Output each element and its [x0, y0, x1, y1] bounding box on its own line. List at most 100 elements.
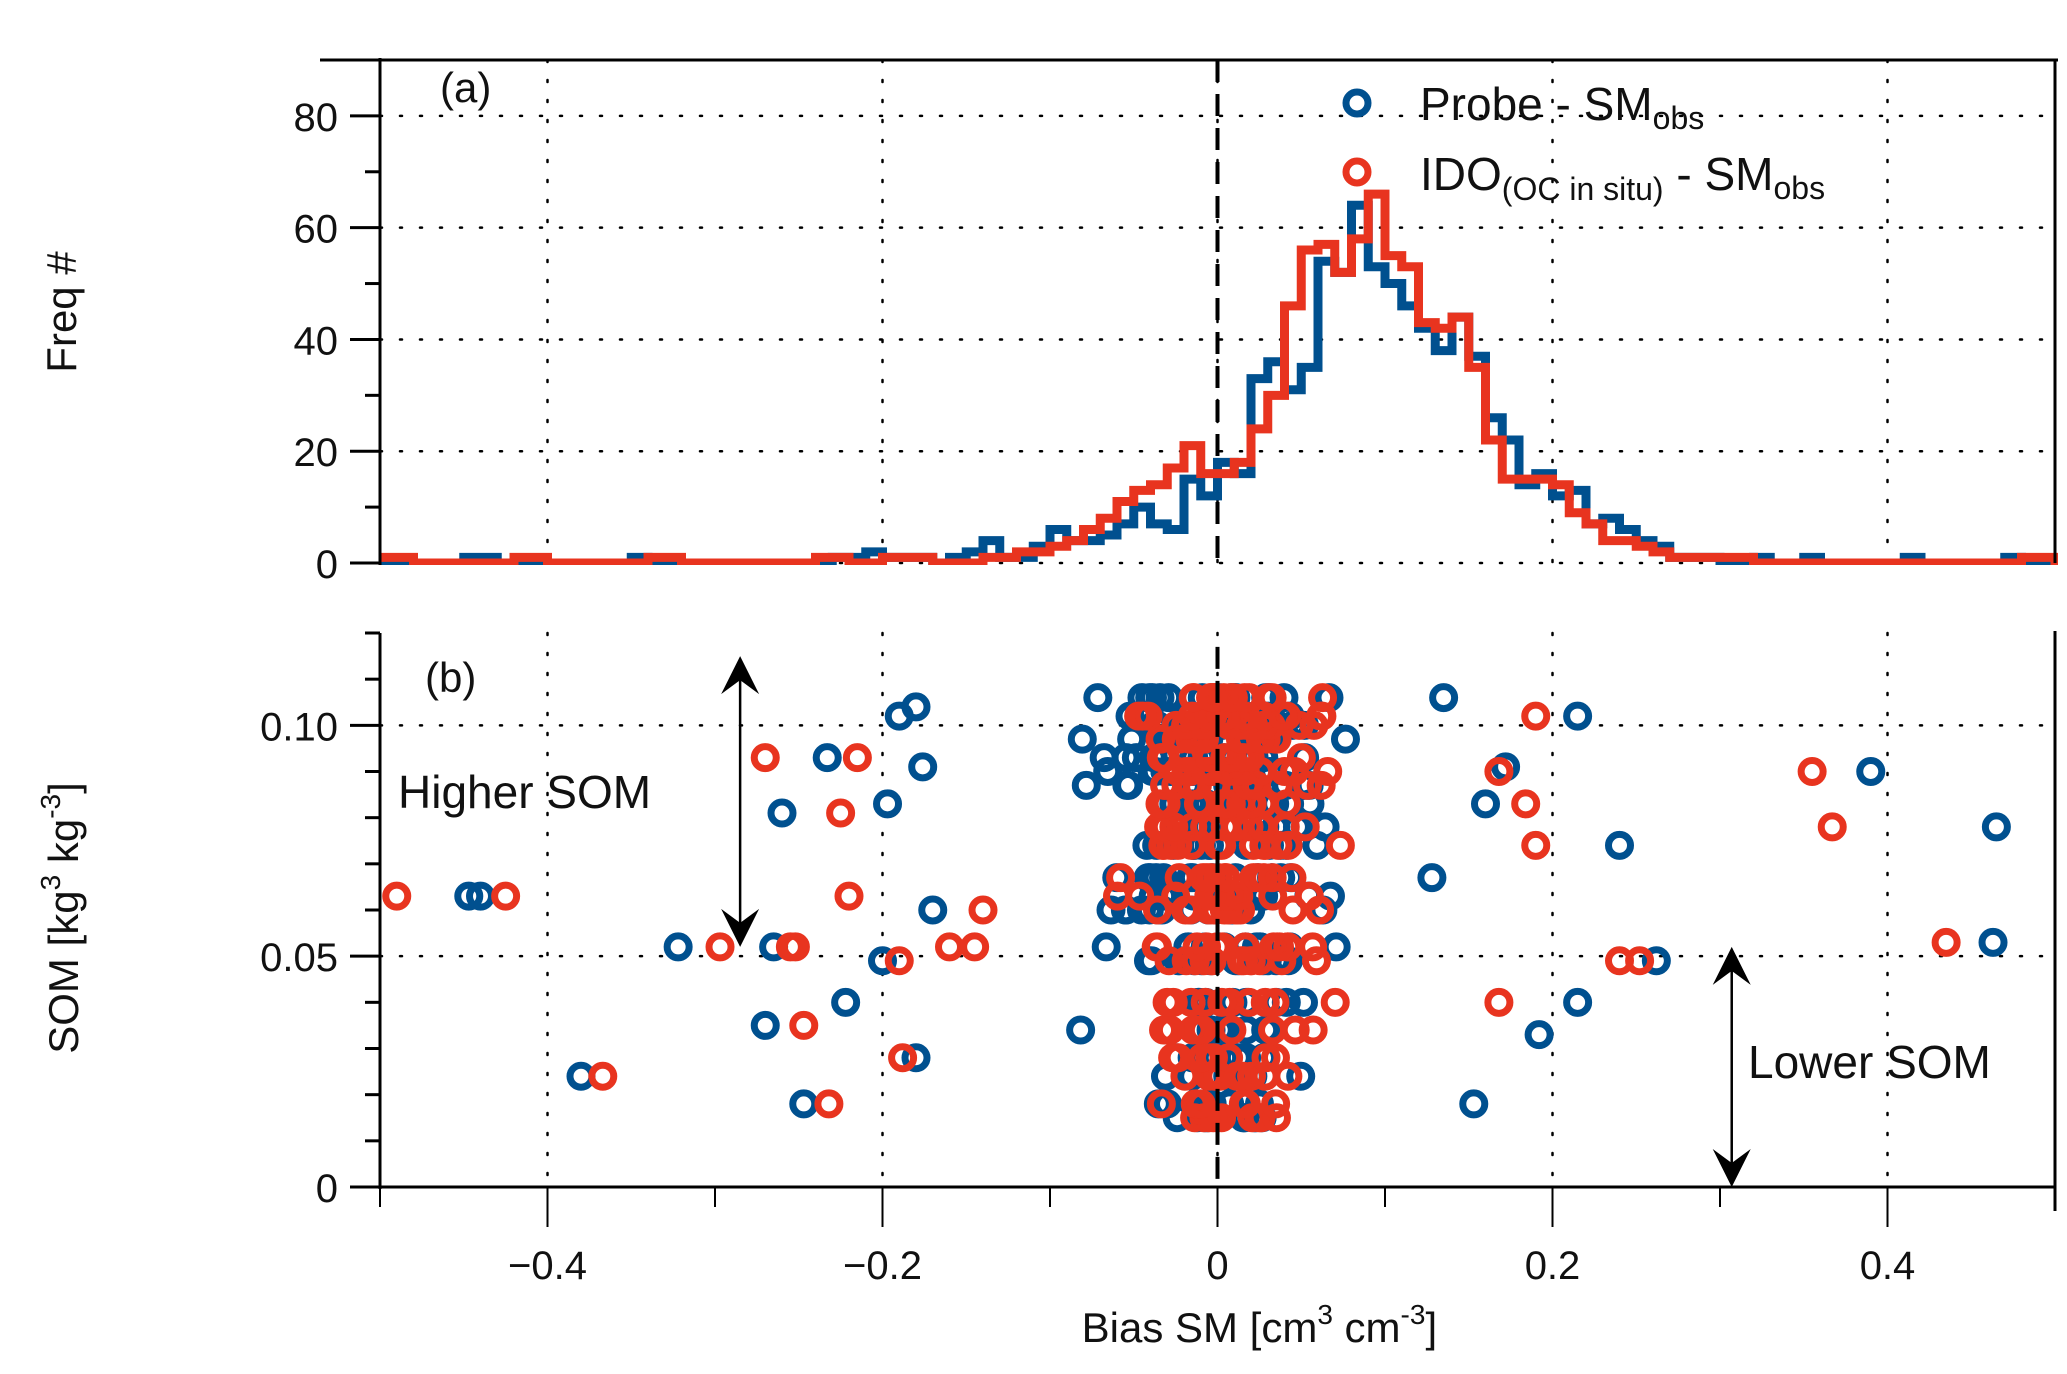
- scatter-point: [1306, 770, 1336, 800]
- scatter-point: [968, 895, 998, 925]
- y-axis-title-b: SOM [kg3 kg-3]: [35, 782, 87, 1054]
- scatter-point: [1261, 1089, 1291, 1119]
- scatter-point: [1931, 927, 1961, 957]
- scatter-point: [1152, 987, 1182, 1017]
- scatter-point: [1247, 812, 1277, 842]
- y-axis-title-a: Freq #: [38, 251, 85, 373]
- scatter-point: [1251, 1043, 1281, 1073]
- scatter-point: [1278, 895, 1308, 925]
- scatter-point: [1286, 1061, 1316, 1091]
- annotations: Higher SOM Lower SOM: [398, 656, 1991, 1187]
- higher-som-annotation: Higher SOM: [398, 656, 760, 947]
- scatter-point: [1981, 812, 2011, 842]
- scatter-point: [814, 1089, 844, 1119]
- scatter-point: [1459, 1089, 1489, 1119]
- scatter-point: [1260, 987, 1290, 1017]
- legend-marker-ido: [1342, 157, 1372, 187]
- scatter-point: [1112, 770, 1142, 800]
- y-tick-label: 80: [294, 96, 339, 140]
- scatter-point: [1186, 1089, 1216, 1119]
- scatter-point: [1117, 724, 1147, 754]
- scatter-point: [1625, 946, 1655, 976]
- scatter-point: [1198, 683, 1228, 713]
- scatter-point: [1145, 724, 1175, 754]
- scatter-point: [1260, 1043, 1290, 1073]
- histogram-series: [380, 189, 2058, 565]
- scatter-point: [1417, 863, 1447, 893]
- y-tick-label: 40: [294, 319, 339, 363]
- legend-label-ido: IDO(OC in situ) - SMobs: [1420, 148, 1825, 207]
- scatter-point: [1301, 946, 1331, 976]
- scatter-point: [1187, 1043, 1217, 1073]
- scatter-point: [750, 1010, 780, 1040]
- scatter-point: [1128, 701, 1158, 731]
- scatter-point: [888, 1043, 918, 1073]
- scatter-point: [1178, 812, 1208, 842]
- scatter-point: [1308, 683, 1338, 713]
- x-tick-label: 0.4: [1860, 1244, 1916, 1288]
- scatter-point: [1207, 987, 1237, 1017]
- scatter-point: [873, 789, 903, 819]
- scatter-series: [382, 683, 2011, 1133]
- arrow-head-down-icon: [721, 908, 760, 947]
- scatter-point: [1290, 812, 1320, 842]
- y-tick-label: 0.05: [260, 936, 338, 980]
- legend: Probe - SMobs IDO(OC in situ) - SMobs: [1342, 78, 1825, 207]
- scatter-point: [901, 692, 931, 722]
- x-tick-label: −0.2: [843, 1244, 922, 1288]
- scatter-point: [1511, 789, 1541, 819]
- scatter-point: [868, 946, 897, 976]
- scatter-point: [1484, 987, 1514, 1017]
- arrow-head-up-icon: [1712, 946, 1751, 985]
- x-tick-label: 0.2: [1525, 1244, 1581, 1288]
- scatter-point: [1298, 932, 1328, 962]
- annotation-text: Lower SOM: [1748, 1036, 1991, 1088]
- scatter-point: [1155, 1015, 1185, 1045]
- scatter-point: [1096, 895, 1126, 925]
- scatter-point: [1325, 830, 1355, 860]
- scatter-point: [1217, 1015, 1247, 1045]
- scatter-point: [1330, 724, 1360, 754]
- scatter-point: [1237, 1061, 1267, 1091]
- histogram-line-ido: [380, 189, 2058, 565]
- scatter-point: [750, 743, 780, 773]
- scatter-point: [1320, 987, 1350, 1017]
- scatter-point: [1093, 757, 1123, 786]
- scatter-point: [901, 1043, 931, 1073]
- panel-label-b: (b): [425, 654, 476, 701]
- x-axis-title: Bias SM [cm3 cm-3]: [1082, 1299, 1438, 1351]
- scatter-point: [1141, 932, 1171, 962]
- scatter-point: [1471, 789, 1500, 819]
- scatter-point: [1214, 1043, 1244, 1073]
- scatter-point: [1294, 881, 1324, 911]
- scatter-point: [789, 1089, 819, 1119]
- scatter-point: [1563, 987, 1593, 1017]
- scatter-point: [1286, 743, 1316, 773]
- scatter-point: [1083, 683, 1113, 713]
- scatter-point: [789, 1010, 819, 1040]
- legend-marker-probe: [1342, 88, 1372, 118]
- scatter-point: [960, 932, 990, 962]
- scatter-point: [1091, 932, 1121, 962]
- scatter-point: [1230, 932, 1260, 962]
- scatter-point: [1159, 1043, 1189, 1073]
- scatter-point: [1264, 932, 1294, 962]
- scatter-point: [780, 932, 810, 962]
- scatter-point: [1250, 987, 1280, 1017]
- scatter-point: [826, 798, 856, 828]
- scatter-point: [1254, 683, 1284, 713]
- scatter-point: [705, 932, 735, 962]
- x-tick-label: −0.4: [508, 1244, 587, 1288]
- y-tick-label: 0: [316, 1167, 338, 1211]
- scatter-point: [1277, 863, 1307, 893]
- y-tick-label: 60: [294, 208, 339, 252]
- scatter-point: [1231, 1089, 1261, 1119]
- scatter-point: [1641, 946, 1671, 976]
- scatter-point: [1817, 812, 1847, 842]
- scatter-point: [831, 987, 861, 1017]
- scatter-point: [908, 752, 938, 782]
- x-tick-label: 0: [1206, 1244, 1228, 1288]
- y-tick-label: 20: [294, 431, 339, 475]
- scatter-point: [1249, 863, 1279, 893]
